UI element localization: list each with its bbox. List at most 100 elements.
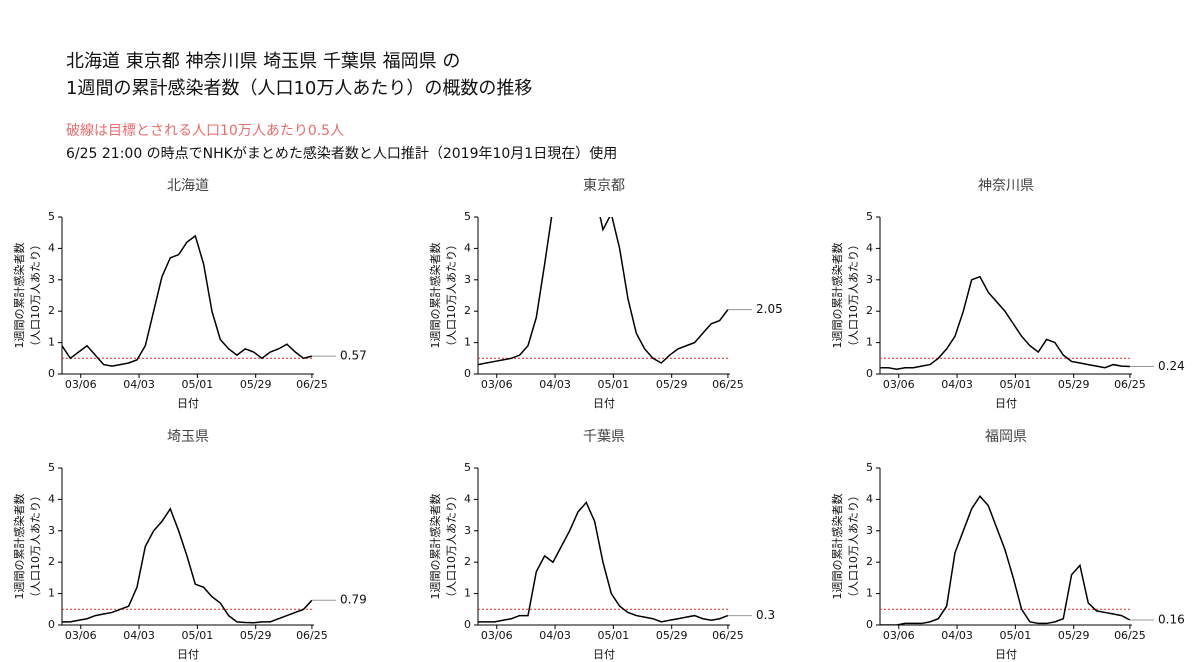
y-tick-label: 5: [866, 210, 873, 223]
series-line: [62, 234, 313, 367]
x-axis-label: 日付: [995, 648, 1017, 661]
panel: 神奈川県 1週間の累計感染者数 （人口10万人あたり） 日付 0 1 2 3 4 5 03/06 04…: [830, 178, 1185, 410]
y-axis-label: （人口10万人あたり）: [29, 490, 42, 603]
y-tick-label: 5: [48, 210, 55, 223]
series-line: [62, 507, 313, 624]
title-line: 1週間の累計感染者数（人口10万人あたり）の概数の推移: [66, 78, 532, 99]
series-line: [880, 275, 1130, 371]
y-tick-label: 0: [866, 367, 873, 380]
y-tick-label: 3: [48, 273, 55, 286]
y-tick-label: 5: [866, 461, 873, 474]
x-axis-label: 日付: [177, 397, 199, 410]
y-tick-label: 4: [464, 492, 471, 505]
note-red: 破線は目標とされる人口10万人あたり0.5人: [66, 123, 344, 139]
title-line: 北海道 東京都 神奈川県 埼玉県 千葉県 福岡県 の: [66, 51, 460, 72]
x-tick-label: 03/06: [65, 629, 97, 642]
x-tick-label: 05/01: [1000, 378, 1032, 391]
note: 6/25 21:00 の時点でNHKがまとめた感染者数と人口推計（2019年10…: [66, 145, 617, 162]
y-tick-label: 5: [48, 461, 55, 474]
x-tick-label: 04/03: [123, 629, 155, 642]
x-tick-label: 04/03: [941, 378, 973, 391]
series-line: [880, 495, 1131, 625]
x-tick-label: 05/01: [598, 629, 630, 642]
panel-title: 埼玉県: [167, 429, 209, 445]
x-axis-label: 日付: [995, 397, 1017, 410]
y-tick-label: 1: [464, 336, 471, 349]
end-label: 2.05: [756, 302, 783, 316]
y-tick-label: 1: [48, 587, 55, 600]
panel: 東京都 1週間の累計感染者数 （人口10万人あたり） 日付 0 1 2 3 4 5 03/06 04/…: [428, 178, 783, 410]
y-tick-label: 0: [48, 367, 55, 380]
y-axis-label: （人口10万人あたり）: [445, 490, 458, 603]
x-tick-label: 03/06: [883, 378, 915, 391]
panel: 福岡県 1週間の累計感染者数 （人口10万人あたり） 日付 0 1 2 3 4 5 03/06 04/…: [830, 429, 1185, 661]
y-axis-label: （人口10万人あたり）: [847, 490, 860, 603]
panel-title: 千葉県: [583, 429, 625, 445]
y-axis-label: （人口10万人あたり）: [29, 239, 42, 352]
y-tick-label: 5: [464, 210, 471, 223]
x-tick-label: 03/06: [481, 378, 513, 391]
x-tick-label: 03/06: [481, 629, 513, 642]
y-axis-label: 1週間の累計感染者数: [830, 494, 844, 600]
panel: 北海道 1週間の累計感染者数 （人口10万人あたり） 日付 0 1 2 3 4 5 03/06 04/…: [12, 178, 367, 410]
y-tick-label: 0: [866, 618, 873, 631]
y-tick-label: 3: [464, 524, 471, 537]
end-label: 0.57: [340, 349, 367, 363]
y-tick-label: 3: [48, 524, 55, 537]
x-tick-label: 05/29: [1058, 629, 1090, 642]
x-tick-label: 03/06: [65, 378, 97, 391]
x-tick-label: 05/01: [182, 378, 214, 391]
series-line: [478, 217, 729, 366]
x-axis-label: 日付: [593, 648, 615, 661]
x-tick-label: 05/29: [656, 629, 688, 642]
x-tick-label: 06/25: [712, 378, 744, 391]
y-tick-label: 3: [464, 273, 471, 286]
y-tick-label: 4: [464, 241, 471, 254]
panel: 千葉県 1週間の累計感染者数 （人口10万人あたり） 日付 0 1 2 3 4 5 03/06 04/…: [428, 429, 775, 661]
y-tick-label: 2: [866, 304, 873, 317]
x-tick-label: 06/25: [1114, 378, 1146, 391]
y-tick-label: 3: [866, 524, 873, 537]
y-tick-label: 4: [48, 492, 55, 505]
y-axis-label: 1週間の累計感染者数: [428, 494, 442, 600]
end-label: 0.79: [340, 593, 367, 607]
x-tick-label: 05/01: [182, 629, 214, 642]
panel: 埼玉県 1週間の累計感染者数 （人口10万人あたり） 日付 0 1 2 3 4 5 03/06 04/…: [12, 429, 367, 661]
x-tick-label: 06/25: [1114, 629, 1146, 642]
y-axis-label: 1週間の累計感染者数: [428, 243, 442, 349]
y-axis-label: 1週間の累計感染者数: [12, 494, 26, 600]
end-label: 0.24: [1158, 359, 1185, 373]
x-axis-label: 日付: [177, 648, 199, 661]
x-tick-label: 06/25: [712, 629, 744, 642]
series-line: [478, 501, 729, 623]
y-tick-label: 2: [464, 555, 471, 568]
y-tick-label: 4: [48, 241, 55, 254]
x-tick-label: 04/03: [539, 629, 571, 642]
y-tick-label: 4: [866, 492, 873, 505]
y-tick-label: 0: [464, 618, 471, 631]
x-tick-label: 04/03: [941, 629, 973, 642]
y-tick-label: 1: [866, 336, 873, 349]
y-tick-label: 2: [866, 555, 873, 568]
panel-title: 東京都: [583, 178, 625, 194]
y-tick-label: 5: [464, 461, 471, 474]
end-label: 0.16: [1158, 612, 1185, 626]
y-tick-label: 1: [464, 587, 471, 600]
panel-title: 北海道: [167, 178, 209, 194]
y-tick-label: 2: [48, 555, 55, 568]
x-tick-label: 05/29: [240, 629, 272, 642]
x-tick-label: 04/03: [123, 378, 155, 391]
y-tick-label: 0: [48, 618, 55, 631]
end-label: 0.3: [756, 608, 775, 622]
x-tick-label: 05/01: [598, 378, 630, 391]
y-tick-label: 0: [464, 367, 471, 380]
y-tick-label: 1: [866, 587, 873, 600]
y-axis-label: 1週間の累計感染者数: [12, 243, 26, 349]
y-axis-label: （人口10万人あたり）: [847, 239, 860, 352]
x-tick-label: 04/03: [539, 378, 571, 391]
x-tick-label: 03/06: [883, 629, 915, 642]
x-tick-label: 05/29: [1058, 378, 1090, 391]
x-tick-label: 05/29: [240, 378, 272, 391]
x-axis-label: 日付: [593, 397, 615, 410]
